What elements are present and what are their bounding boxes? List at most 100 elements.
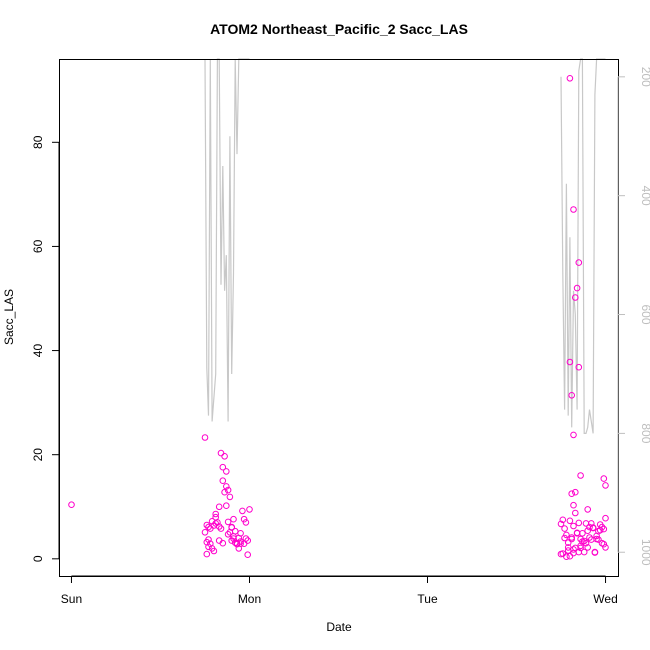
pressure-line-segment-0 — [204, 58, 250, 422]
data-point — [591, 549, 599, 556]
data-point — [602, 482, 609, 489]
data-point — [226, 493, 234, 501]
data-point — [242, 519, 250, 526]
data-point — [566, 358, 574, 366]
data-point — [557, 520, 565, 528]
data-point — [230, 535, 237, 542]
data-point — [231, 527, 239, 535]
data-point — [600, 475, 608, 482]
data-point — [573, 284, 581, 292]
data-point — [572, 544, 579, 552]
right-axis-tick-label: 400 — [639, 186, 650, 206]
data-point — [588, 536, 595, 543]
data-point — [246, 506, 253, 513]
data-point — [214, 519, 221, 526]
data-point — [580, 548, 588, 556]
data-point — [582, 539, 590, 547]
x-tick-label: Mon — [238, 592, 261, 606]
data-point — [586, 534, 593, 541]
data-point — [600, 525, 608, 533]
data-point — [205, 536, 212, 543]
data-point — [557, 550, 565, 558]
data-point — [230, 515, 237, 523]
pressure-line-segment-1 — [560, 58, 606, 434]
data-point — [589, 524, 597, 531]
y-tick-label: 40 — [31, 344, 45, 358]
data-point — [564, 539, 572, 547]
data-point — [224, 518, 232, 526]
data-point — [596, 526, 604, 534]
data-point — [602, 514, 609, 522]
data-point — [223, 468, 230, 475]
data-point — [584, 506, 592, 513]
data-point — [235, 545, 243, 552]
data-point — [217, 525, 225, 532]
data-point — [575, 259, 583, 266]
data-point — [602, 544, 609, 551]
x-tick-label: Wed — [593, 592, 617, 606]
data-point — [573, 530, 581, 537]
right-axis-tick-label: 800 — [639, 423, 650, 443]
data-point — [68, 501, 75, 509]
data-point — [566, 517, 574, 525]
x-tick-label: Sun — [61, 592, 82, 606]
data-point — [575, 363, 583, 371]
right-axis-tick-label: 200 — [639, 67, 650, 87]
data-point — [228, 537, 235, 544]
data-point — [575, 519, 583, 527]
data-point — [240, 515, 248, 523]
y-tick-label: 60 — [31, 239, 45, 253]
data-point — [566, 75, 574, 82]
data-point — [244, 551, 251, 559]
data-point — [570, 501, 577, 509]
data-point — [219, 477, 227, 485]
data-point — [579, 530, 586, 537]
data-point — [570, 546, 577, 553]
data-point — [577, 472, 584, 479]
right-axis-tick-label: 600 — [639, 305, 650, 325]
data-point — [237, 538, 244, 545]
data-point — [224, 486, 232, 494]
data-point — [570, 206, 577, 213]
data-point — [244, 537, 251, 544]
data-point — [217, 449, 225, 457]
y-tick-label: 0 — [31, 555, 45, 562]
data-point — [593, 532, 600, 540]
data-point — [568, 392, 576, 399]
chart-title: ATOM2 Northeast_Pacific_2 Sacc_LAS — [210, 21, 468, 37]
data-point — [584, 527, 592, 535]
data-point — [579, 538, 586, 545]
data-point — [584, 544, 592, 551]
data-point — [572, 294, 579, 301]
data-point — [586, 523, 593, 531]
data-point — [570, 522, 577, 530]
data-point — [563, 553, 570, 561]
right-axis-tick-label: 1000 — [639, 539, 650, 566]
y-tick-label: 80 — [31, 135, 45, 149]
data-point — [210, 547, 218, 555]
y-axis-label: Sacc_LAS — [2, 289, 16, 345]
data-point — [221, 453, 228, 460]
pressure-line-layer — [204, 58, 606, 434]
data-point — [568, 490, 576, 498]
data-point — [224, 531, 232, 538]
data-point — [201, 529, 209, 536]
y-tick-label: 20 — [31, 448, 45, 462]
scatter-points-layer — [68, 75, 609, 561]
data-point — [239, 507, 246, 515]
data-point — [223, 502, 230, 510]
x-axis-label: Date — [326, 620, 352, 634]
data-point — [237, 530, 244, 537]
x-axis: Sun Mon Tue Wed — [61, 575, 618, 606]
data-point — [595, 536, 602, 543]
data-point — [219, 463, 227, 471]
data-point — [572, 509, 579, 517]
data-point — [215, 523, 223, 530]
data-point — [201, 434, 209, 441]
data-point — [228, 524, 235, 531]
x-tick-label: Tue — [417, 592, 438, 606]
y-axis: 0 20 40 60 80 — [31, 135, 60, 562]
data-point — [561, 525, 568, 532]
data-point — [568, 534, 576, 541]
